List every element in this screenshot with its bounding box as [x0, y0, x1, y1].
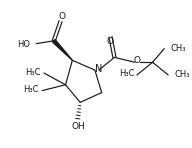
Text: CH₃: CH₃	[170, 44, 186, 53]
Text: H₃C: H₃C	[119, 69, 135, 78]
Text: O: O	[106, 37, 113, 46]
Text: N: N	[95, 64, 103, 74]
Text: HO: HO	[17, 40, 30, 49]
Text: H₃C: H₃C	[24, 85, 39, 94]
Text: H₃C: H₃C	[26, 67, 41, 77]
Text: O: O	[58, 12, 65, 21]
Polygon shape	[52, 40, 72, 60]
Text: O: O	[133, 56, 140, 65]
Text: CH₃: CH₃	[174, 70, 190, 79]
Text: OH: OH	[71, 122, 85, 131]
